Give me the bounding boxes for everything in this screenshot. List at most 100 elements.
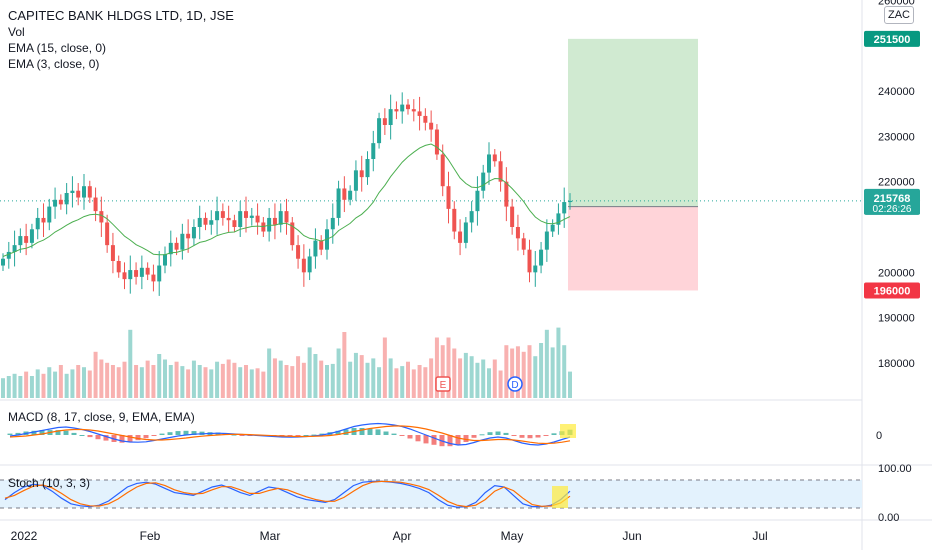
macd-bar bbox=[535, 435, 541, 438]
volume-bar bbox=[1, 378, 5, 398]
macd-bar bbox=[447, 435, 453, 447]
candle bbox=[186, 233, 191, 239]
candle bbox=[313, 240, 318, 257]
legend-ema3[interactable]: EMA (3, close, 0) bbox=[8, 57, 100, 71]
macd-bar bbox=[527, 435, 533, 439]
candle bbox=[515, 227, 520, 239]
macd-legend[interactable]: MACD (8, 17, close, 9, EMA, EMA) bbox=[8, 410, 195, 424]
volume-bar bbox=[180, 366, 185, 398]
stoch-legend[interactable]: Stoch (10, 3, 3) bbox=[8, 476, 91, 490]
legend-vol[interactable]: Vol bbox=[8, 25, 25, 39]
volume-bar bbox=[186, 369, 191, 398]
volume-bar bbox=[53, 371, 58, 398]
volume-bar bbox=[122, 361, 127, 398]
candle bbox=[296, 245, 301, 259]
macd-line bbox=[9, 422, 571, 446]
candle bbox=[510, 206, 515, 227]
volume-bar bbox=[267, 348, 272, 398]
candle bbox=[220, 211, 225, 218]
loss-zone bbox=[568, 206, 698, 291]
stoch-axis-label: 100.00 bbox=[878, 463, 912, 475]
symbol-title[interactable]: CAPITEC BANK HLDGS LTD, 1D, JSE bbox=[8, 8, 234, 23]
candle bbox=[406, 104, 410, 110]
candle bbox=[307, 256, 312, 273]
volume-bar bbox=[99, 359, 104, 398]
legend-ema15[interactable]: EMA (15, close, 0) bbox=[8, 41, 107, 55]
macd-bar bbox=[87, 435, 93, 438]
candle bbox=[145, 267, 150, 275]
time-tick-label: Mar bbox=[260, 529, 281, 543]
candle bbox=[382, 118, 387, 125]
volume-bar bbox=[550, 347, 555, 398]
candle bbox=[319, 240, 324, 250]
macd-bar bbox=[7, 433, 13, 435]
volume-bar bbox=[406, 361, 410, 398]
volume-bar bbox=[394, 368, 399, 398]
candle bbox=[446, 186, 451, 209]
stoch-highlight bbox=[552, 486, 568, 508]
candle bbox=[1, 258, 5, 266]
candles bbox=[1, 92, 572, 296]
candle bbox=[58, 199, 63, 205]
volume-bar bbox=[139, 367, 144, 398]
volume-bar bbox=[336, 348, 341, 398]
volume-bar bbox=[151, 365, 156, 398]
candle bbox=[209, 220, 214, 225]
candle bbox=[423, 115, 428, 123]
volume-bar bbox=[215, 361, 220, 398]
volume-bar bbox=[515, 346, 520, 398]
macd-bar bbox=[519, 435, 525, 438]
macd-bar bbox=[239, 435, 245, 436]
volume-bar bbox=[296, 356, 301, 398]
last-price-label: 215768 bbox=[874, 193, 911, 205]
volume-bar bbox=[568, 371, 572, 398]
macd-bar bbox=[31, 430, 37, 435]
macd-highlight bbox=[560, 424, 576, 438]
volume-bar bbox=[220, 363, 225, 398]
candle bbox=[29, 229, 34, 243]
candle bbox=[568, 200, 572, 203]
candle bbox=[105, 222, 110, 246]
currency-button[interactable]: ZAC bbox=[884, 6, 914, 24]
earnings-marker-label: E bbox=[440, 380, 447, 391]
time-tick-label: 2022 bbox=[11, 529, 38, 543]
macd-bar bbox=[63, 430, 69, 435]
candle bbox=[434, 129, 439, 155]
candle bbox=[388, 109, 393, 125]
last-price-badge bbox=[864, 188, 920, 215]
macd-bar bbox=[287, 435, 293, 437]
macd-bar bbox=[359, 428, 365, 435]
price-tick-label: 230000 bbox=[878, 131, 915, 143]
candle bbox=[180, 233, 185, 250]
profit-zone bbox=[568, 38, 698, 207]
candle bbox=[197, 217, 202, 227]
volume-bar bbox=[244, 365, 248, 398]
volume-bar bbox=[371, 358, 376, 398]
volume-bar bbox=[284, 365, 289, 398]
candle bbox=[174, 242, 179, 250]
target-price-badge bbox=[864, 30, 920, 47]
price-tick-label: 240000 bbox=[878, 86, 915, 98]
volume-bar bbox=[157, 354, 162, 398]
volume-bar bbox=[417, 365, 422, 398]
candle bbox=[365, 159, 370, 178]
macd-bar bbox=[191, 431, 197, 435]
volume-bar bbox=[359, 355, 364, 398]
volume-bar bbox=[58, 365, 63, 398]
volume-bar bbox=[475, 362, 480, 398]
volume-bar bbox=[191, 360, 196, 398]
candle bbox=[134, 270, 139, 277]
macd-bar bbox=[511, 435, 517, 436]
volume-bar bbox=[134, 365, 139, 398]
volume-bar bbox=[330, 363, 335, 398]
macd-bar bbox=[415, 435, 421, 442]
volume-bar bbox=[434, 337, 439, 398]
macd-bar bbox=[335, 430, 341, 435]
volume-bar bbox=[342, 332, 347, 398]
volume-bar bbox=[556, 327, 561, 398]
candle bbox=[244, 211, 248, 218]
candle bbox=[232, 220, 237, 227]
target-price-label: 251500 bbox=[874, 34, 911, 46]
